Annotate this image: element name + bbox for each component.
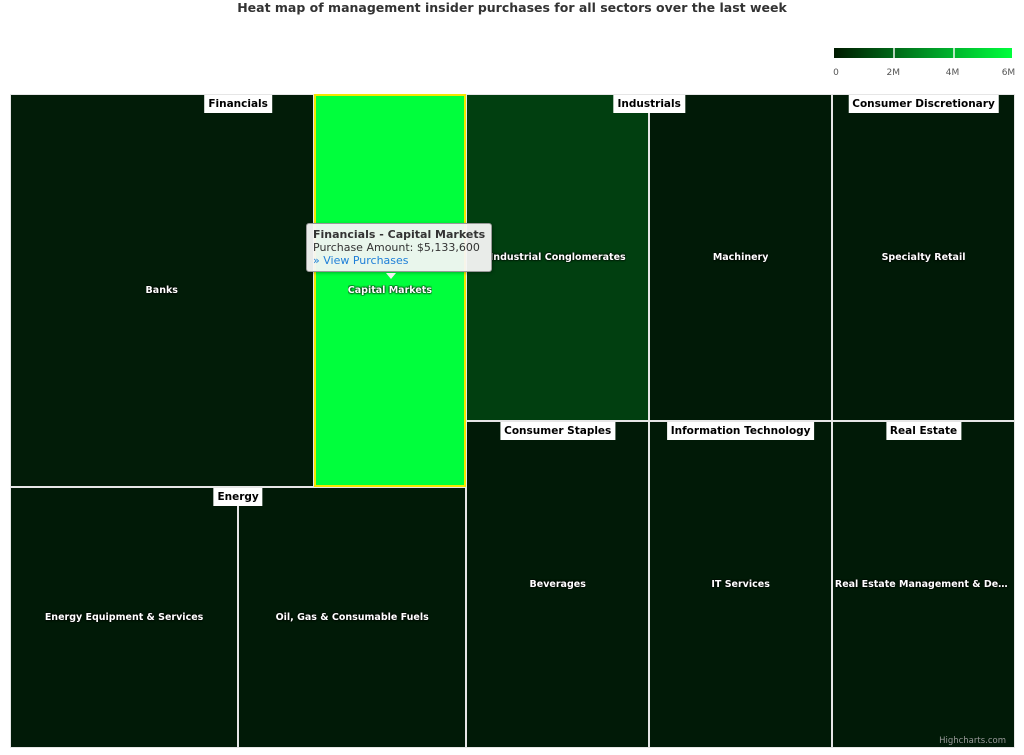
cell-label: Specialty Retail (881, 252, 966, 263)
treemap-cell[interactable]: Industrial Conglomerates (466, 94, 650, 421)
group-label: Information Technology (666, 422, 815, 440)
group-label: Consumer Discretionary (848, 95, 999, 113)
highcharts-credit[interactable]: Highcharts.com (939, 736, 1006, 746)
group-label: Real Estate (885, 422, 962, 440)
treemap-cell[interactable]: Capital Markets (313, 94, 467, 488)
cell-label: Beverages (529, 579, 586, 590)
legend-label: 0 (833, 68, 839, 78)
cell-label: IT Services (711, 579, 770, 590)
treemap-cell[interactable]: IT Services (649, 421, 833, 748)
color-legend-bar (834, 48, 1012, 58)
cell-label: Banks (145, 285, 178, 297)
treemap-cell[interactable]: Oil, Gas & Consumable Fuels (238, 487, 467, 748)
legend-tick-mark (952, 48, 955, 58)
cell-label: Industrial Conglomerates (489, 252, 626, 263)
cell-label: Machinery (712, 252, 769, 263)
treemap-cell[interactable]: Real Estate Management & Development (832, 421, 1015, 748)
tooltip-title: Financials - Capital Markets (313, 228, 486, 241)
cell-label: Capital Markets (347, 285, 432, 297)
cell-label: Oil, Gas & Consumable Fuels (275, 612, 429, 624)
tooltip: Financials - Capital Markets Purchase Am… (306, 223, 493, 272)
treemap-cell[interactable]: Beverages (466, 421, 650, 748)
cell-label: Energy Equipment & Services (44, 612, 204, 624)
cell-label: Real Estate Management & Development (834, 579, 1013, 590)
treemap-plot: Banks Capital Markets Industrial Conglomer… (10, 94, 1015, 748)
chart-title: Heat map of management insider purchases… (237, 0, 787, 15)
treemap-cell[interactable]: Energy Equipment & Services (10, 487, 239, 748)
legend-label: 6M (1001, 68, 1016, 78)
legend-label: 4M (945, 68, 960, 78)
group-label: Consumer Staples (500, 422, 616, 440)
group-label: Industrials (613, 95, 685, 113)
treemap-cell[interactable]: Banks (10, 94, 314, 488)
treemap-cell[interactable]: Specialty Retail (832, 94, 1015, 421)
tooltip-arrow (386, 273, 396, 279)
legend-tick-mark (893, 48, 896, 58)
view-purchases-link[interactable]: » View Purchases (313, 254, 409, 267)
tooltip-purchase-amount: Purchase Amount: $5,133,600 (313, 241, 480, 254)
treemap-cell[interactable]: Machinery (649, 94, 833, 421)
color-legend: 0 2M 4M 6M (833, 48, 1015, 78)
legend-label: 2M (886, 68, 901, 78)
group-label: Financials (204, 95, 272, 113)
group-label: Energy (213, 488, 263, 507)
